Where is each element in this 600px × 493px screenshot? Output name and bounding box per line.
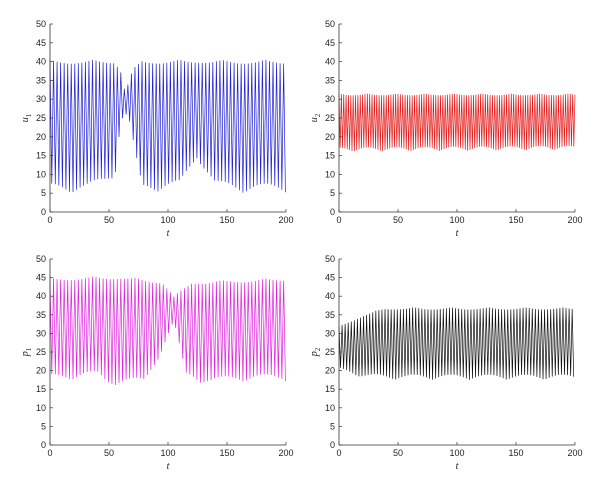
chart-u1: 0 5 10 15 20 25 30 35 40 45 50 0 50 100 150 200 t u1 bbox=[20, 19, 294, 239]
p2-y-axis-label: p2 bbox=[309, 347, 322, 357]
u1-series-line bbox=[49, 59, 286, 193]
p2-y-tick-label: 40 bbox=[325, 291, 335, 301]
p2-x-tick-label: 50 bbox=[393, 448, 403, 458]
p1-x-tick-label: 0 bbox=[47, 448, 52, 458]
p2-y-tick-label: 10 bbox=[325, 403, 335, 413]
u2-y-axis-label-subscript: 2 bbox=[314, 113, 322, 117]
p1-y-tick-label: 45 bbox=[36, 273, 46, 283]
u2-y-tick-label: 5 bbox=[330, 188, 335, 198]
u1-y-tick-label: 20 bbox=[36, 132, 46, 142]
u2-x-axis-label: t bbox=[456, 228, 459, 239]
u1-y-tick-label: 15 bbox=[36, 151, 46, 161]
u2-y-tick-label: 50 bbox=[325, 19, 335, 29]
u1-y-axis-label-subscript: 1 bbox=[25, 113, 33, 117]
u1-x-axis-label: t bbox=[167, 228, 170, 239]
p1-x-tick-label: 100 bbox=[160, 448, 175, 458]
p1-y-axis-label: p1 bbox=[20, 347, 33, 357]
chart-p2: 0 5 10 15 20 25 30 35 40 45 50 0 50 100 150 200 t p2 bbox=[309, 254, 583, 472]
u2-x-tick-label: 50 bbox=[393, 215, 403, 225]
p2-y-tick-label: 35 bbox=[325, 310, 335, 320]
p2-y-tick-label: 45 bbox=[325, 273, 335, 283]
u1-x-tick-label: 150 bbox=[219, 215, 234, 225]
u1-y-tick-label: 5 bbox=[41, 188, 46, 198]
p2-y-tick-label: 20 bbox=[325, 366, 335, 376]
u2-x-tick-label: 100 bbox=[449, 215, 464, 225]
p1-y-tick-label: 15 bbox=[36, 384, 46, 394]
p1-y-tick-label: 0 bbox=[41, 440, 46, 450]
p2-x-tick-label: 150 bbox=[508, 448, 523, 458]
p1-y-tick-label: 10 bbox=[36, 403, 46, 413]
u1-y-tick-label: 40 bbox=[36, 57, 46, 67]
u2-series-line bbox=[338, 93, 576, 152]
u2-y-tick-label: 15 bbox=[325, 151, 335, 161]
u1-y-tick-label: 45 bbox=[36, 38, 46, 48]
u2-x-tick-label: 200 bbox=[567, 215, 582, 225]
u1-y-tick-label: 0 bbox=[41, 207, 46, 217]
p2-series-line bbox=[338, 307, 575, 380]
p2-x-axis-label: t bbox=[456, 461, 459, 472]
p1-y-tick-label: 5 bbox=[41, 421, 46, 431]
p1-y-tick-label: 25 bbox=[36, 347, 46, 357]
p1-series-line bbox=[49, 276, 286, 385]
u2-x-tick-label: 0 bbox=[336, 215, 341, 225]
p2-y-tick-label: 5 bbox=[330, 421, 335, 431]
u2-y-tick-label: 10 bbox=[325, 169, 335, 179]
u1-x-tick-label: 50 bbox=[104, 215, 114, 225]
u2-y-tick-label: 0 bbox=[330, 207, 335, 217]
p1-x-tick-label: 50 bbox=[104, 448, 114, 458]
u2-y-tick-label: 20 bbox=[325, 132, 335, 142]
p2-y-tick-label: 30 bbox=[325, 328, 335, 338]
chart-p1: 0 5 10 15 20 25 30 35 40 45 50 0 50 100 150 200 t p1 bbox=[20, 254, 294, 472]
p2-y-axis-label-subscript: 2 bbox=[314, 347, 322, 351]
p2-x-tick-label: 0 bbox=[336, 448, 341, 458]
p2-y-tick-label: 0 bbox=[330, 440, 335, 450]
u2-y-tick-label: 40 bbox=[325, 57, 335, 67]
u1-y-tick-label: 25 bbox=[36, 113, 46, 123]
p2-y-tick-label: 25 bbox=[325, 347, 335, 357]
u2-y-tick-label: 25 bbox=[325, 113, 335, 123]
p1-y-tick-label: 40 bbox=[36, 291, 46, 301]
u1-x-tick-label: 0 bbox=[47, 215, 52, 225]
u1-y-tick-label: 35 bbox=[36, 75, 46, 85]
u1-x-tick-label: 200 bbox=[278, 215, 293, 225]
p1-y-tick-label: 35 bbox=[36, 310, 46, 320]
chart-u2: 0 5 10 15 20 25 30 35 40 45 50 0 50 100 150 200 t u2 bbox=[309, 19, 583, 239]
p1-y-tick-label: 30 bbox=[36, 328, 46, 338]
p1-x-tick-label: 200 bbox=[278, 448, 293, 458]
u2-y-axis-label: u2 bbox=[309, 113, 322, 122]
p1-y-axis-label-subscript: 1 bbox=[25, 347, 33, 351]
u2-x-tick-label: 150 bbox=[508, 215, 523, 225]
p2-x-tick-label: 100 bbox=[449, 448, 464, 458]
u2-y-tick-label: 30 bbox=[325, 94, 335, 104]
p2-x-tick-label: 200 bbox=[567, 448, 582, 458]
u2-y-tick-label: 35 bbox=[325, 75, 335, 85]
p1-x-tick-label: 150 bbox=[219, 448, 234, 458]
u1-y-axis-label: u1 bbox=[20, 113, 33, 122]
u1-y-tick-label: 30 bbox=[36, 94, 46, 104]
p2-y-tick-label: 50 bbox=[325, 254, 335, 264]
u2-y-tick-label: 45 bbox=[325, 38, 335, 48]
u1-y-tick-label: 10 bbox=[36, 169, 46, 179]
u1-y-tick-label: 50 bbox=[36, 19, 46, 29]
p2-y-tick-label: 15 bbox=[325, 384, 335, 394]
p1-y-tick-label: 20 bbox=[36, 366, 46, 376]
p1-y-tick-label: 50 bbox=[36, 254, 46, 264]
u1-x-tick-label: 100 bbox=[160, 215, 175, 225]
p1-x-axis-label: t bbox=[167, 461, 170, 472]
